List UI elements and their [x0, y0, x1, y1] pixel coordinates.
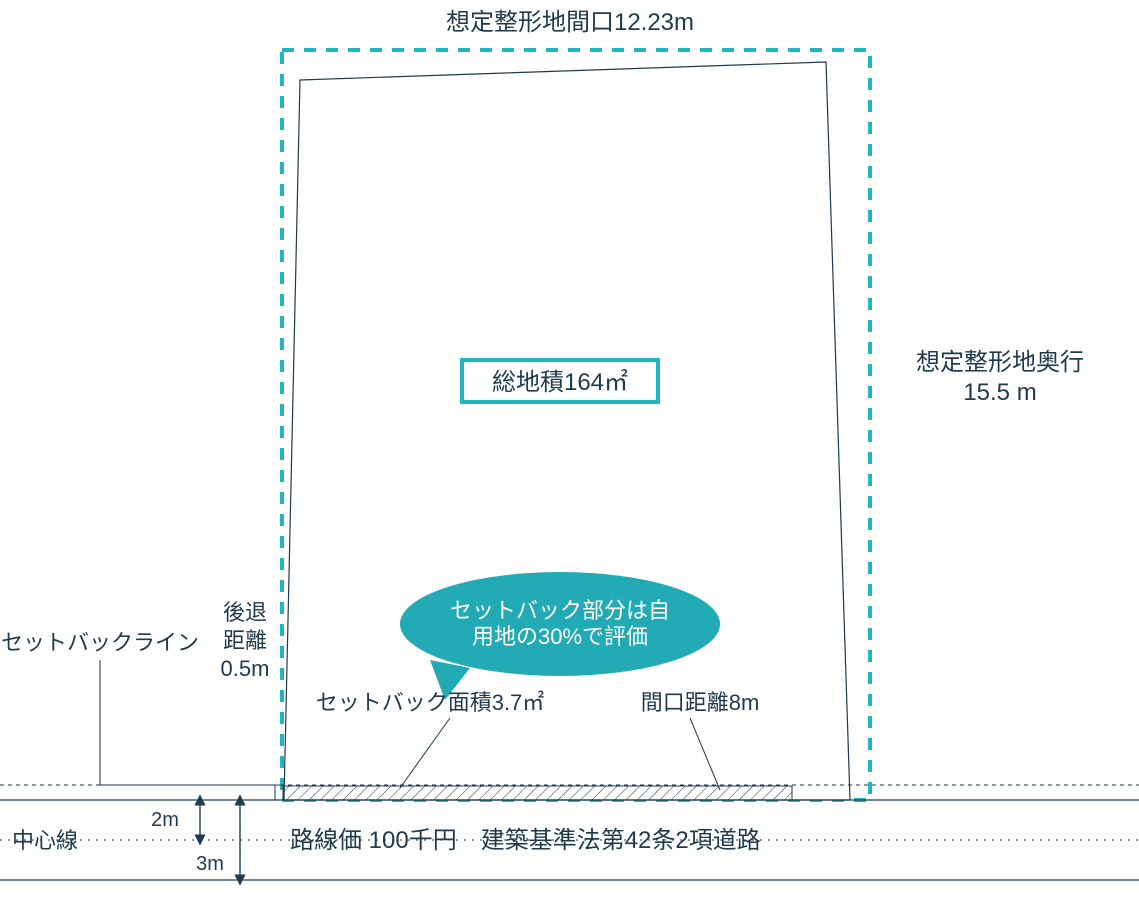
setback-dist-2: 距離 — [223, 628, 267, 653]
land-diagram: 想定整形地間口12.23m 想定整形地奥行 15.5 m 総地積164㎡ セット… — [0, 0, 1139, 905]
setback-area-label: セットバック面積3.7㎡ — [316, 690, 545, 715]
frontage-top-label: 想定整形地間口12.23m — [446, 9, 694, 36]
dim-3m-label: 3m — [196, 853, 224, 875]
setback-dist-3: 0.5m — [221, 656, 270, 681]
setback-hatch — [283, 786, 792, 800]
bubble-text-2: 用地の30%で評価 — [472, 624, 648, 649]
dim-2m-label: 2m — [151, 809, 179, 831]
total-area-label: 総地積164㎡ — [492, 369, 628, 396]
depth-right-label-2: 15.5 m — [963, 379, 1036, 406]
road-note-label: 路線価 100千円 建築基準法第42条2項道路 — [290, 827, 761, 854]
setback-line-label: セットバックライン — [1, 630, 199, 655]
depth-right-label-1: 想定整形地奥行 — [916, 349, 1084, 376]
frontage-dist-label: 間口距離8m — [641, 690, 760, 715]
setback-dist-1: 後退 — [223, 600, 267, 625]
centerline-label: 中心線 — [12, 828, 78, 853]
setback-bracket — [275, 785, 280, 800]
bubble-text-1: セットバック部分は自 — [450, 598, 670, 623]
